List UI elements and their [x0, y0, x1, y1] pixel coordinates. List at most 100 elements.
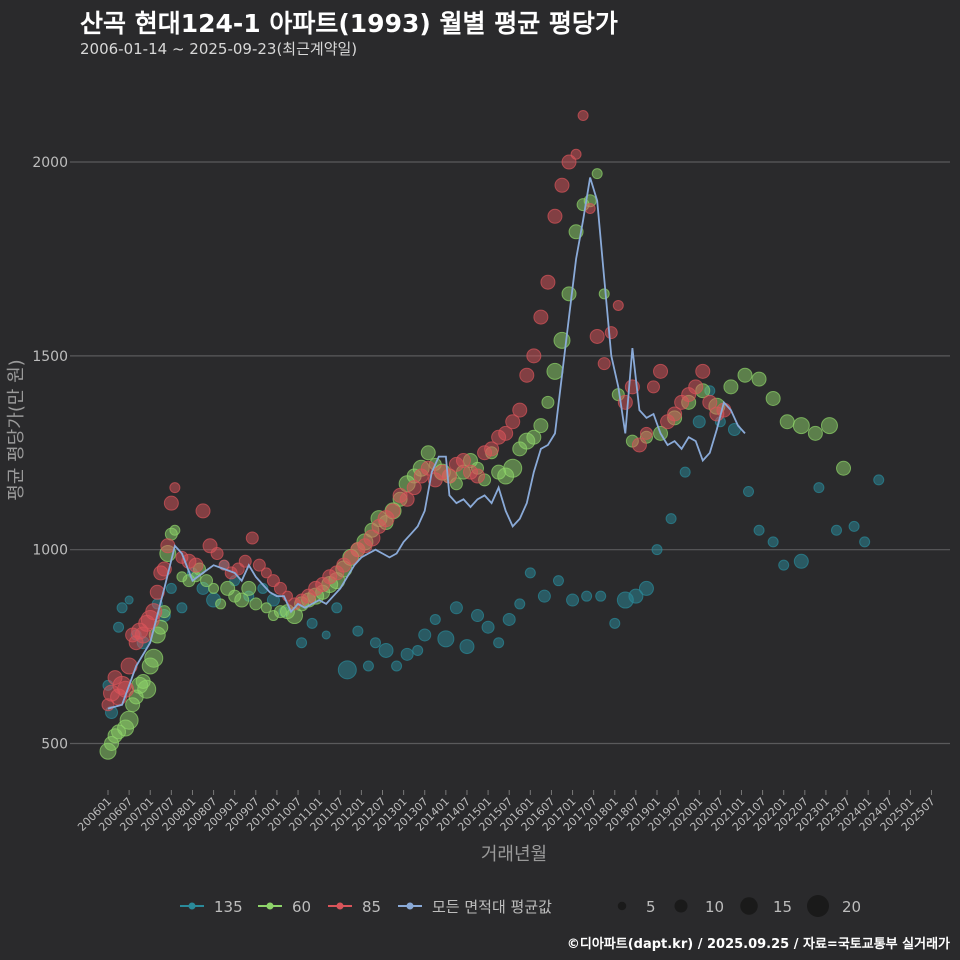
average-line [107, 177, 746, 710]
data-point-85 [406, 480, 422, 496]
data-point-60 [792, 417, 810, 435]
data-point-85 [505, 414, 521, 430]
data-point-135 [595, 590, 607, 602]
data-point-135 [306, 617, 318, 629]
data-point-60 [820, 417, 838, 435]
data-point-135 [830, 524, 842, 536]
data-point-85 [584, 203, 596, 215]
data-point-85 [385, 503, 401, 519]
data-point-85 [484, 441, 500, 457]
chart-subtitle: 2006-01-14 ~ 2025-09-23(최근계약일) [80, 40, 358, 58]
data-point-85 [540, 274, 556, 290]
data-point-135 [337, 660, 357, 680]
data-point-60 [200, 574, 214, 588]
data-point-135 [296, 637, 308, 649]
data-point-135 [651, 544, 663, 556]
data-point-135 [437, 630, 455, 648]
data-point-135 [514, 598, 526, 610]
data-point-135 [813, 482, 825, 494]
legend-key-dot [406, 902, 414, 910]
data-point-85 [577, 110, 589, 122]
data-point-85 [273, 581, 287, 595]
data-point-135 [471, 609, 485, 623]
y-axis-title: 평균 평당가(만 원) [6, 359, 27, 500]
data-point-135 [743, 486, 755, 498]
legend-label: 모든 면적대 평균값 [432, 898, 552, 916]
data-point-60 [119, 710, 139, 730]
data-point-135 [628, 588, 644, 604]
data-point-85 [210, 547, 224, 561]
data-point-85 [570, 148, 582, 160]
legend-label: 135 [214, 898, 243, 916]
data-point-85 [667, 406, 683, 422]
credit-text: ©디아파트(dapt.kr) / 2025.09.25 / 자료=국토교통부 실… [566, 937, 950, 952]
data-point-60 [591, 168, 603, 180]
data-point-135 [176, 602, 188, 614]
data-point-135 [412, 644, 424, 656]
legend: 135 60 85 모든 면적대 평균값 5 10 15 20 [180, 895, 861, 917]
data-point-135 [524, 567, 536, 579]
data-point-135 [767, 536, 779, 548]
data-point-135 [378, 642, 394, 658]
size-legend-label: 10 [705, 898, 724, 916]
data-point-135 [113, 621, 125, 633]
legend-key-dot [266, 902, 274, 910]
data-point-135 [859, 536, 871, 548]
data-point-60 [208, 582, 220, 594]
data-point-135 [429, 613, 441, 625]
data-point-60 [241, 580, 257, 596]
data-point-135 [552, 575, 564, 587]
legend-label: 85 [362, 898, 381, 916]
data-point-60 [533, 418, 549, 434]
data-point-60 [169, 524, 181, 536]
size-legend-dot [807, 895, 829, 917]
data-point-135 [124, 595, 134, 605]
grid-lines [70, 161, 950, 745]
data-point-85 [163, 495, 179, 511]
data-point-135 [793, 553, 809, 569]
data-point-60 [215, 598, 227, 610]
data-point-85 [441, 468, 457, 484]
data-point-135 [778, 559, 790, 571]
data-point-85 [363, 529, 381, 547]
data-point-135 [481, 620, 495, 634]
size-legend-dot [674, 899, 688, 913]
x-tick-labels: 2006012006072007012007072008012008072009… [75, 790, 938, 834]
data-point-85 [695, 363, 711, 379]
data-point-135 [116, 602, 128, 614]
legend-key-dot [188, 902, 196, 910]
data-point-135 [566, 593, 580, 607]
data-point-85 [252, 558, 266, 572]
data-point-60 [503, 458, 523, 478]
data-point-135 [692, 415, 706, 429]
data-point-85 [188, 557, 204, 573]
chart-marks [99, 110, 885, 760]
data-point-135 [369, 637, 381, 649]
data-point-60 [420, 445, 436, 461]
data-point-85 [646, 380, 660, 394]
x-axis-title: 거래년월 [481, 844, 547, 865]
data-point-85 [149, 584, 165, 600]
data-point-135 [665, 513, 677, 525]
data-point-135 [165, 582, 177, 594]
data-point-135 [537, 589, 551, 603]
data-point-60 [546, 362, 564, 380]
data-point-135 [873, 474, 885, 486]
data-point-85 [597, 357, 611, 371]
chart-title: 산곡 현대124-1 아파트(1993) 월별 평균 평당가 [80, 9, 618, 38]
data-point-60 [836, 460, 852, 476]
data-point-60 [144, 648, 164, 668]
data-point-85 [561, 154, 577, 170]
size-legend-label: 20 [842, 898, 861, 916]
data-point-60 [137, 679, 157, 699]
data-point-85 [631, 437, 647, 453]
data-point-135 [352, 625, 364, 637]
legend-key-dot [336, 902, 344, 910]
size-legend-label: 15 [773, 898, 792, 916]
data-point-135 [321, 630, 331, 640]
data-point-135 [581, 590, 593, 602]
data-point-135 [638, 580, 654, 596]
data-point-85 [589, 328, 605, 344]
data-point-85 [702, 394, 718, 410]
